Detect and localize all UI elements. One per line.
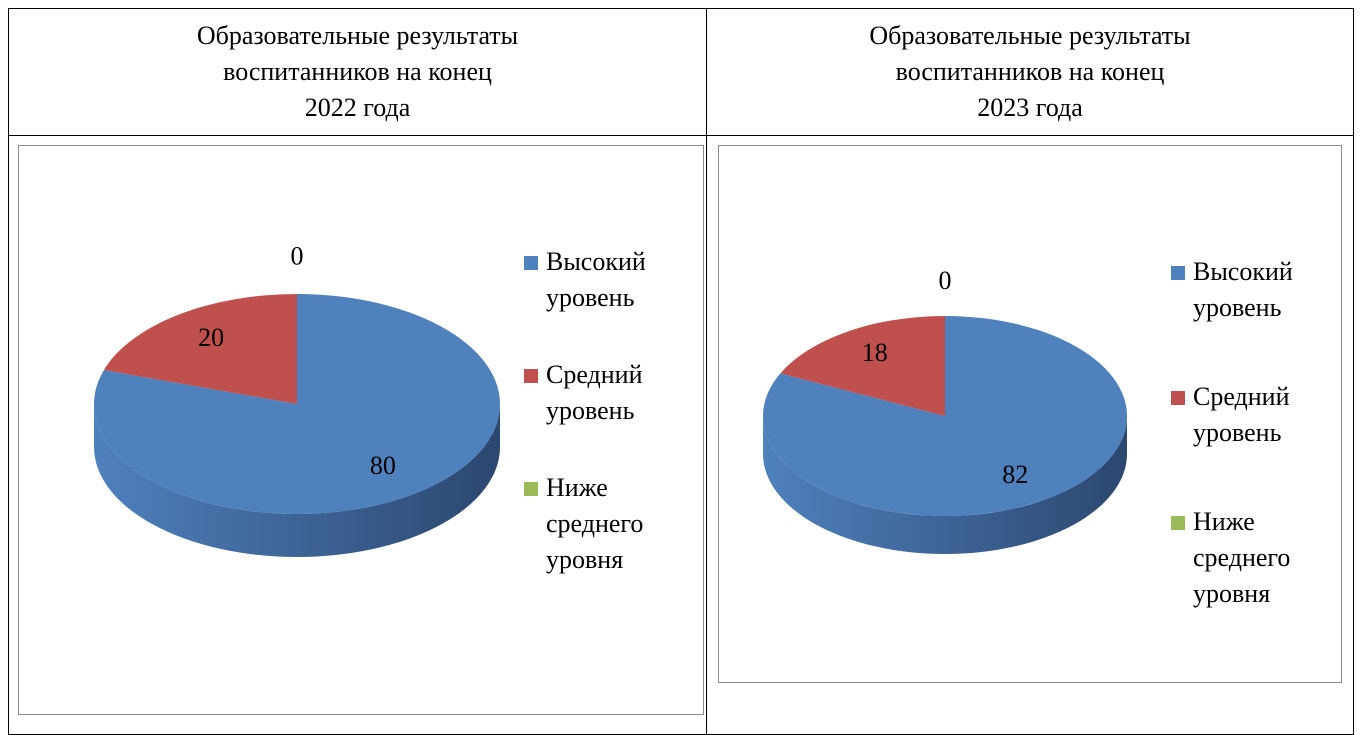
slice — [103, 294, 298, 404]
chart-title: Образовательные результаты воспитанников … — [706, 8, 1354, 126]
pie-chart: 80 20 0 — [94, 241, 501, 557]
title-line: Образовательные результаты — [869, 21, 1191, 50]
title-line: 2022 года — [304, 93, 411, 122]
legend-item: Высокий уровень — [524, 244, 696, 316]
data-label: 0 — [291, 241, 304, 270]
legend-swatch — [524, 256, 538, 270]
legend-item: Средний уровень — [524, 357, 696, 429]
legend-swatch — [1171, 516, 1185, 530]
legend-item: Ниже среднего уровня — [524, 470, 696, 578]
data-label: 20 — [198, 323, 224, 352]
data-label: 18 — [862, 338, 888, 367]
slice-side — [94, 404, 500, 557]
chart-title: Образовательные результаты воспитанников … — [8, 8, 707, 126]
data-label: 82 — [1002, 460, 1028, 489]
legend-swatch — [524, 369, 538, 383]
slice — [780, 316, 945, 416]
legend-label: Средний уровень — [1193, 382, 1290, 447]
title-line: воспитанников на конец — [223, 57, 492, 86]
legend-item: Средний уровень — [1171, 379, 1343, 451]
legend-item: Высокий уровень — [1171, 254, 1343, 326]
data-label: 0 — [939, 266, 952, 295]
legend-label: Ниже среднего уровня — [1193, 507, 1291, 608]
title-line: Образовательные результаты — [196, 21, 519, 50]
legend-swatch — [1171, 266, 1185, 280]
legend-label: Высокий уровень — [546, 247, 646, 312]
page: Образовательные результаты воспитанников … — [8, 8, 1354, 735]
legend-label: Средний уровень — [546, 360, 643, 425]
pie-chart: 82 18 0 — [763, 266, 1127, 554]
legend-swatch — [524, 482, 538, 496]
legend-label: Высокий уровень — [1193, 257, 1293, 322]
chart-frame: 80 20 0 Высокий уровень Средний уровень Ниже … — [18, 145, 704, 715]
title-line: воспитанников на конец — [895, 57, 1165, 86]
slice-side — [763, 416, 1127, 554]
legend-item: Ниже среднего уровня — [1171, 504, 1343, 612]
legend-label: Ниже среднего уровня — [546, 473, 644, 574]
chart-frame: 82 18 0 Высокий уровень Средний уровень Ниже … — [718, 145, 1342, 683]
data-label: 80 — [370, 451, 396, 480]
title-line: 2023 года — [977, 93, 1083, 122]
legend-swatch — [1171, 391, 1185, 405]
